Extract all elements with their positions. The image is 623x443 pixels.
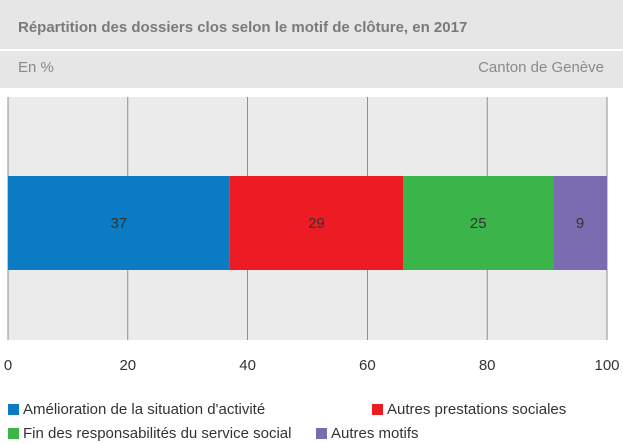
legend-swatch	[372, 404, 383, 415]
legend-swatch	[316, 428, 327, 439]
legend-label: Autres prestations sociales	[387, 401, 566, 418]
data-label: 9	[576, 215, 584, 232]
subtitle: En %	[18, 59, 54, 76]
x-tick-label: 20	[119, 357, 136, 374]
legend-label: Fin des responsabilités du service socia…	[23, 425, 291, 442]
x-tick-label: 80	[479, 357, 496, 374]
legend-swatch	[8, 404, 19, 415]
chart-title: Répartition des dossiers clos selon le m…	[18, 19, 467, 36]
bar-segment	[8, 176, 230, 270]
annotation: Canton de Genève	[478, 59, 604, 76]
bar-segment	[403, 176, 554, 270]
legend-swatch	[8, 428, 19, 439]
data-label: 37	[110, 215, 127, 232]
legend-label: Autres motifs	[331, 425, 419, 442]
x-tick-label: 40	[239, 357, 256, 374]
legend-label: Amélioration de la situation d'activité	[23, 401, 265, 418]
data-label: 25	[470, 215, 487, 232]
bar-segment	[229, 176, 404, 270]
bar-segment	[553, 176, 607, 270]
x-tick-label: 60	[359, 357, 376, 374]
data-label: 29	[308, 215, 325, 232]
header-bg	[0, 0, 623, 88]
x-tick-label: 0	[4, 357, 12, 374]
x-tick-label: 100	[594, 357, 619, 374]
